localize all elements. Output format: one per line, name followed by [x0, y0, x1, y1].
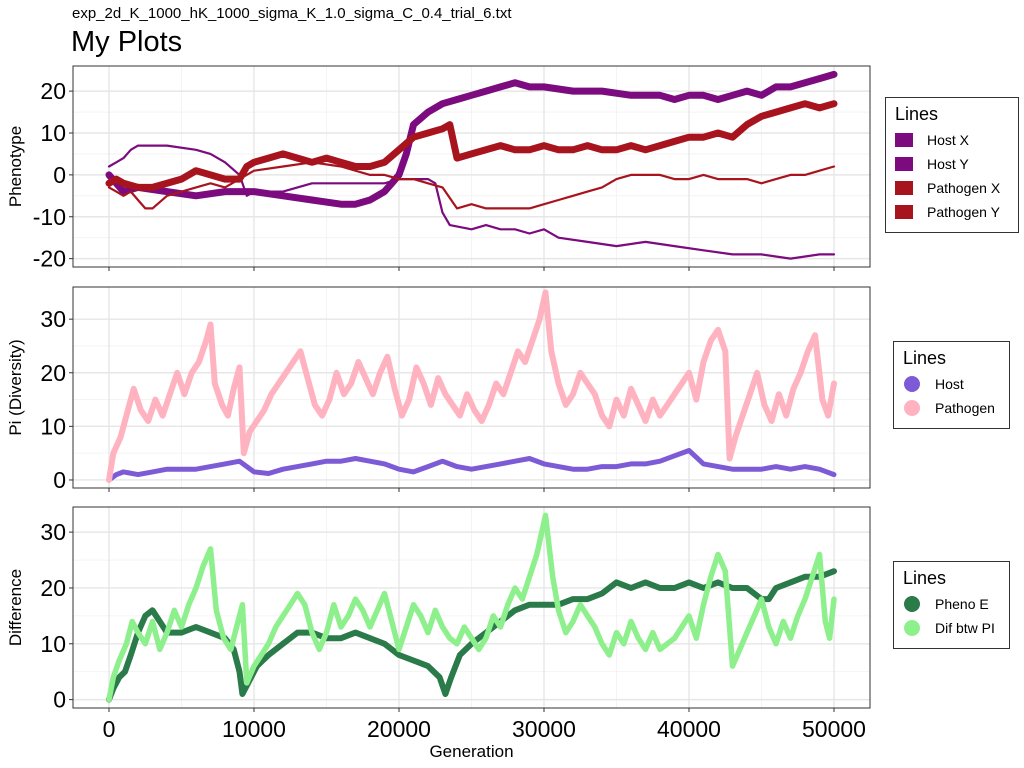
legend-swatch — [904, 620, 920, 636]
figure-subtitle: exp_2d_K_1000_hK_1000_sigma_K_1.0_sigma_… — [72, 5, 512, 22]
legend-difference: Lines Pheno E Dif btw PI — [893, 561, 1010, 649]
y-tick-label: 20 — [40, 360, 66, 386]
legend-label: Pathogen Y — [927, 204, 1000, 220]
y-tick-label: -10 — [33, 204, 66, 230]
figure-title: My Plots — [71, 26, 183, 58]
legend-title: Lines — [903, 348, 947, 368]
legend-label: Dif btw PI — [935, 620, 995, 636]
x-tick-label: 0 — [103, 716, 116, 742]
panel-border — [72, 506, 871, 709]
x-tick-label: 10000 — [222, 716, 286, 742]
y-axis-title: Difference — [6, 569, 25, 646]
series-line-pathogen-y — [107, 161, 836, 210]
panel-border — [72, 65, 871, 268]
panel-border — [72, 286, 871, 489]
legend-item-pathogen-y: Pathogen Y — [895, 200, 1009, 224]
legend-swatch — [895, 205, 913, 219]
y-tick-label: 0 — [53, 467, 66, 493]
legend-item-host: Host — [903, 372, 1000, 396]
legend-label: Host X — [927, 132, 970, 148]
legend-item-pathogen-x: Pathogen X — [895, 176, 1009, 200]
legend-label: Pathogen — [935, 400, 995, 416]
series-line-dif-btw-pi — [106, 512, 837, 703]
legend-label: Host — [935, 376, 964, 392]
legend-label: Pathogen X — [927, 180, 1001, 196]
y-tick-label: 10 — [40, 631, 66, 657]
legend-item-host-y: Host Y — [895, 152, 1009, 176]
series-line-host — [106, 448, 837, 483]
y-tick-label: 0 — [53, 162, 66, 188]
legend-item-pheno-e: Pheno E — [903, 592, 1000, 616]
series-line-pathogen-x — [105, 100, 838, 191]
legend-title: Lines — [903, 568, 947, 588]
legend-swatch — [904, 376, 920, 392]
y-tick-label: 20 — [40, 575, 66, 601]
legend-swatch — [895, 181, 913, 195]
x-tick-label: 40000 — [657, 716, 721, 742]
legend-item-host-x: Host X — [895, 128, 1009, 152]
legend-phenotype: Lines Host X Host Y Pathogen X Pathogen … — [885, 97, 1019, 233]
x-tick-label: 20000 — [367, 716, 431, 742]
legend-swatch — [904, 596, 920, 612]
series-line-pathogen — [106, 289, 837, 483]
legend-item-dif-btw-pi: Dif btw PI — [903, 616, 1000, 640]
legend-swatch — [895, 133, 913, 147]
y-tick-label: -20 — [33, 246, 66, 272]
y-tick-label: 30 — [40, 519, 66, 545]
series-line-host-y — [107, 144, 836, 260]
x-tick-label: 30000 — [512, 716, 576, 742]
y-tick-label: 20 — [40, 78, 66, 104]
y-tick-label: 30 — [40, 306, 66, 332]
y-tick-label: 10 — [40, 413, 66, 439]
y-axis-title: Pi (Diversity) — [6, 339, 25, 435]
legend-title: Lines — [895, 104, 939, 124]
legend-label: Host Y — [927, 156, 969, 172]
y-tick-label: 0 — [53, 687, 66, 713]
x-axis-title: Generation — [429, 742, 513, 761]
y-axis-title: Phenotype — [6, 126, 25, 207]
legend-item-pathogen: Pathogen — [903, 396, 1000, 420]
legend-diversity: Lines Host Pathogen — [893, 341, 1010, 429]
legend-swatch — [904, 400, 920, 416]
series-line-pheno-e — [106, 568, 837, 703]
legend-swatch — [895, 157, 913, 171]
x-tick-label: 50000 — [802, 716, 866, 742]
legend-label: Pheno E — [935, 596, 989, 612]
y-tick-label: 10 — [40, 120, 66, 146]
